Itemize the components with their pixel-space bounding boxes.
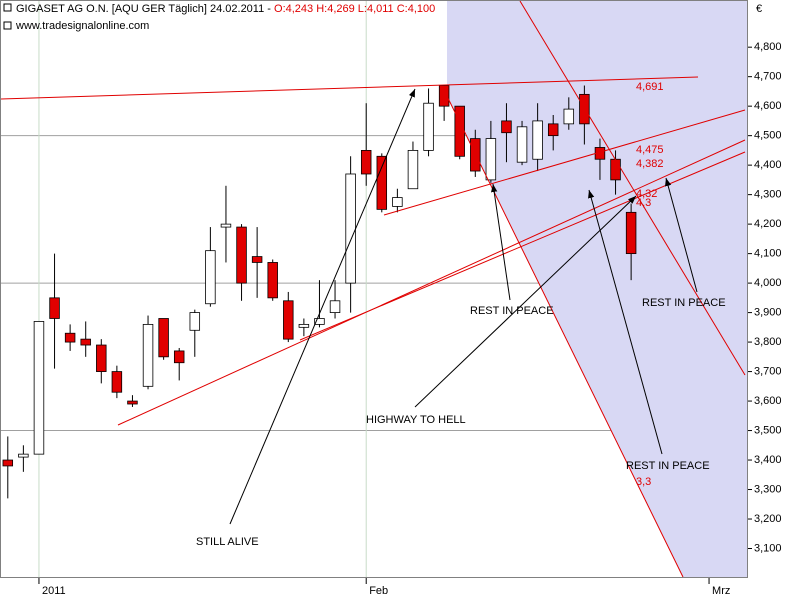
y-tick-label: 3,100 <box>754 542 782 554</box>
candle-body <box>625 211 637 255</box>
candle-body <box>80 338 91 346</box>
candle-body <box>345 173 356 284</box>
x-tick-label: Feb <box>369 585 388 597</box>
annotation: REST IN PEACE <box>626 460 710 472</box>
ohlc-text: O:4,243 H:4,269 L:4,011 C:4,100 <box>274 3 435 15</box>
y-tick-label: 4,400 <box>754 159 782 171</box>
annotation: STILL ALIVE <box>196 536 259 548</box>
y-tick-label: 4,300 <box>754 189 782 201</box>
candle-body <box>485 138 497 181</box>
y-tick-label: 3,500 <box>754 424 782 436</box>
trendlines <box>0 0 746 578</box>
candle-body <box>111 371 123 393</box>
trendline <box>117 139 746 426</box>
candle-body <box>205 250 216 305</box>
candle-body <box>33 321 45 455</box>
y-tick-label: 3,200 <box>754 513 782 525</box>
annotation: HIGHWAY TO HELL <box>366 414 466 426</box>
y-tick-label: 4,000 <box>754 277 782 289</box>
arrow <box>665 177 698 293</box>
candle-body <box>189 312 201 331</box>
arrow <box>414 195 637 408</box>
candle-body <box>267 262 278 299</box>
candle-body <box>563 108 575 125</box>
y-tick-label: 3,400 <box>754 454 782 466</box>
candle-body <box>49 297 60 319</box>
candle-body <box>142 323 154 387</box>
title-text: GIGASET AG O.N. [AQU GER Täglich] 24.02.… <box>16 3 271 15</box>
y-tick-label: 3,900 <box>754 306 782 318</box>
candle-body <box>96 344 107 372</box>
currency: € <box>756 3 762 15</box>
candle-body <box>158 318 169 358</box>
candle-body <box>298 323 310 328</box>
source: www.tradesignalonline.com <box>15 20 149 32</box>
arrow <box>490 183 511 301</box>
candle-body <box>220 223 232 228</box>
y-tick-label: 3,600 <box>754 395 782 407</box>
line-label: 4,3 <box>636 197 651 209</box>
candle-body <box>392 197 403 207</box>
y-tick-label: 4,200 <box>754 218 782 230</box>
candle-body <box>438 85 450 107</box>
candle-body <box>127 400 138 405</box>
header-icon <box>3 21 12 30</box>
candle-body <box>236 226 247 284</box>
trendline <box>0 76 699 100</box>
candles <box>2 85 637 499</box>
candle-body <box>173 350 185 364</box>
y-tick-label: 4,500 <box>754 130 782 142</box>
annotation: REST IN PEACE <box>470 305 554 317</box>
y-tick-label: 3,700 <box>754 365 782 377</box>
candle-body <box>314 318 325 325</box>
candle-body <box>376 155 388 210</box>
y-tick-label: 3,300 <box>754 483 782 495</box>
candle-body <box>423 102 434 151</box>
line-label: 3,3 <box>636 476 651 488</box>
line-label: 4,382 <box>636 158 664 170</box>
x-tick-label: 2011 <box>42 585 66 597</box>
arrow <box>588 189 663 455</box>
y-tick-label: 4,800 <box>754 41 782 53</box>
axes: 3,100 3,200 3,300 3,400 3,500 3,600 3,700 3,800… <box>38 41 782 597</box>
line-label: 4,691 <box>636 81 664 93</box>
y-tick-label: 4,700 <box>754 71 782 83</box>
arrow <box>229 88 416 525</box>
chart-title: GIGASET AG O.N. [AQU GER Täglich] 24.02.… <box>16 3 435 15</box>
candle-body <box>360 149 372 175</box>
y-tick-label: 4,600 <box>754 100 782 112</box>
x-tick-label: Mrz <box>712 585 730 597</box>
candle-body <box>329 300 341 313</box>
candle-body <box>283 300 294 340</box>
y-tick-label: 4,100 <box>754 248 782 260</box>
candle-body <box>516 126 528 163</box>
trendline <box>444 91 684 578</box>
plot-frame <box>0 0 748 578</box>
candle-body <box>579 93 590 125</box>
header-icon <box>3 3 12 12</box>
candle-body <box>2 459 14 467</box>
trendline <box>519 0 746 376</box>
trendline <box>383 109 746 216</box>
candle-body <box>251 256 263 263</box>
candle-body <box>64 332 76 343</box>
candle-body <box>532 120 543 160</box>
line-label: 4,475 <box>636 144 664 156</box>
candle-body <box>610 158 621 181</box>
candle-body <box>18 453 29 458</box>
candle-body <box>547 123 559 137</box>
candle-body <box>454 105 465 157</box>
arrows <box>229 88 698 525</box>
candle-body <box>501 120 512 134</box>
candle-body <box>407 149 419 190</box>
annotation: REST IN PEACE <box>642 297 726 309</box>
line-label: 4,32 <box>636 188 657 200</box>
y-tick-label: 3,800 <box>754 336 782 348</box>
